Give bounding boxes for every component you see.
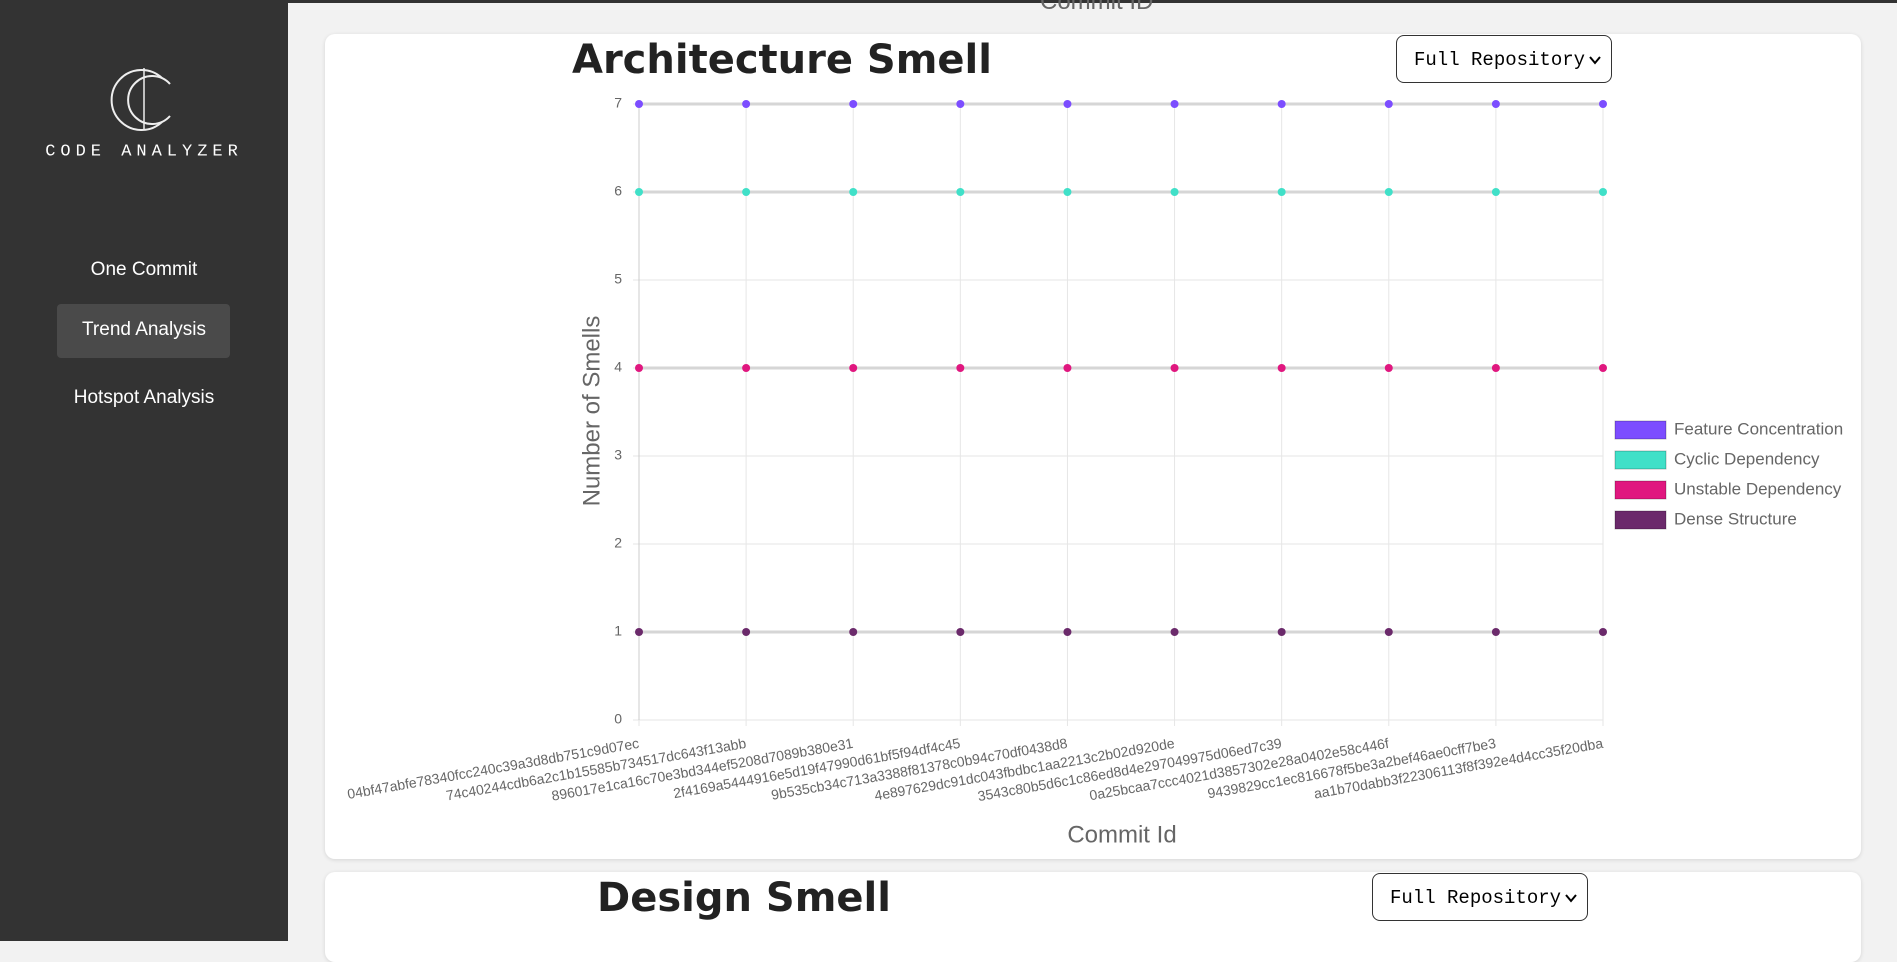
point	[1063, 628, 1072, 636]
y-tick-label: 6	[614, 183, 622, 199]
card-title: Design Smell	[597, 875, 891, 921]
architecture-card: Architecture Smell Full Repository Numbe…	[325, 34, 1861, 859]
legend-label: Feature Concentration	[1674, 419, 1843, 438]
nav-item[interactable]: One Commit	[90, 259, 198, 280]
point	[1277, 188, 1286, 196]
nav-item[interactable]: Hotspot Analysis	[73, 387, 215, 408]
y-tick-label: 7	[614, 95, 622, 111]
legend-label: Dense Structure	[1674, 509, 1797, 528]
point	[742, 628, 751, 636]
y-axis-label: Number of Smells	[578, 316, 605, 507]
point	[1170, 628, 1179, 636]
point	[1384, 100, 1393, 108]
point	[1599, 188, 1607, 196]
point	[956, 188, 965, 196]
point	[635, 364, 643, 372]
y-tick-label: 1	[614, 623, 622, 639]
sidebar: CODE ANALYZER One Commit Trend Analysis …	[0, 0, 288, 941]
point	[1277, 100, 1286, 108]
point	[742, 364, 751, 372]
legend-swatch	[1614, 420, 1667, 440]
legend-swatch	[1614, 510, 1667, 530]
legend-swatch	[1614, 480, 1667, 500]
point	[956, 628, 965, 636]
point	[849, 364, 858, 372]
point	[1491, 188, 1500, 196]
point	[1063, 100, 1072, 108]
legend-swatch	[1614, 450, 1667, 470]
point	[849, 628, 858, 636]
point	[1491, 628, 1500, 636]
point	[1384, 364, 1393, 372]
point	[1063, 188, 1072, 196]
point	[1277, 364, 1286, 372]
point	[1599, 100, 1607, 108]
y-tick-label: 4	[614, 359, 622, 375]
dropdown[interactable]: Full Repository	[1396, 35, 1612, 83]
point	[1384, 628, 1393, 636]
chart: Number of Smells Commit Id 0123456704bf4…	[346, 95, 1843, 849]
point	[849, 100, 858, 108]
logo-text: CODE ANALYZER	[45, 142, 243, 161]
y-tick-label: 3	[614, 447, 622, 463]
point	[1491, 100, 1500, 108]
point	[956, 364, 965, 372]
point	[742, 188, 751, 196]
x-axis-label: Commit Id	[1067, 821, 1176, 848]
chevron	[1589, 56, 1601, 65]
card-title: Architecture Smell	[572, 37, 992, 83]
y-tick-label: 5	[614, 271, 622, 287]
legend-label: Cyclic Dependency	[1674, 449, 1820, 468]
point	[635, 628, 643, 636]
point	[1170, 100, 1179, 108]
top-border	[288, 0, 1897, 3]
point	[1170, 364, 1179, 372]
point	[742, 100, 751, 108]
legend-label: Unstable Dependency	[1674, 479, 1842, 498]
logo: CODE ANALYZER	[45, 68, 243, 161]
design-card: Design Smell Full Repository	[325, 872, 1861, 962]
point	[635, 100, 643, 108]
y-tick-label: 0	[614, 711, 622, 727]
point	[1384, 188, 1393, 196]
y-tick-label: 2	[614, 535, 622, 551]
top-label: Commit ID	[1040, 0, 1154, 15]
dropdown-text: Full Repository	[1390, 887, 1562, 909]
point	[1063, 364, 1072, 372]
point	[849, 188, 858, 196]
point	[1491, 364, 1500, 372]
dropdown-text: Full Repository	[1414, 49, 1586, 71]
point	[1599, 364, 1607, 372]
point	[635, 188, 643, 196]
point	[1277, 628, 1286, 636]
dropdown[interactable]: Full Repository	[1372, 873, 1588, 921]
point	[1170, 188, 1179, 196]
nav-item[interactable]: Trend Analysis	[82, 319, 206, 340]
nav-active-bg	[57, 304, 230, 358]
point	[956, 100, 965, 108]
point	[1599, 628, 1607, 636]
chevron	[1565, 894, 1577, 903]
